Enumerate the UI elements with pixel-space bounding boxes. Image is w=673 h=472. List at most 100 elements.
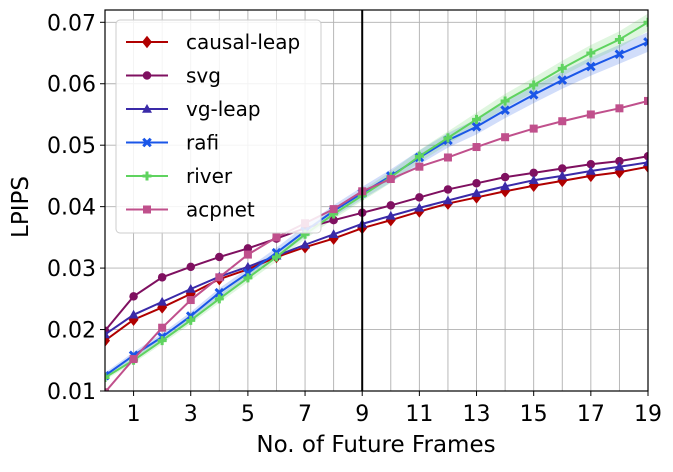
svg-point [443,185,453,194]
vg-leap-legend-marker [142,104,152,113]
svg-point [615,156,624,166]
x-tick-label: 3 [184,402,198,427]
y-tick-label: 0.03 [47,257,96,282]
causal-leap-line [105,165,648,342]
x-tick-label: 19 [634,402,662,427]
rafi-point [557,75,568,85]
svg-point [558,164,567,173]
river-point [271,252,281,262]
river-point [186,315,196,325]
acpnet-point [158,323,167,332]
svg-point [186,262,195,272]
series-layer [105,17,648,391]
svg-point [529,168,538,178]
vg-leap-point [300,239,311,249]
legend: causal-leap svg vg-leap rafi river acpnet [115,19,322,234]
svg-point [129,292,138,301]
svg-legend-marker [142,71,152,80]
x-axis-label: No. of Future Frames [256,432,495,458]
causal-leap-legend-marker [142,35,152,49]
svg-point [157,273,167,282]
river-point [529,80,539,90]
acpnet-point [243,250,252,259]
acpnet-point [443,153,452,162]
svg-point [643,152,648,161]
vg-leap-point [643,157,648,167]
y-tick-label: 0.05 [47,134,96,159]
x-tick-label: 1 [127,402,141,427]
x-tick-label: 11 [405,402,433,427]
vg-leap-legend-label: vg-leap [186,97,261,121]
river-point [614,34,624,44]
tick-layer: 1 3 5 7 9 11 13 15 17 190.010.020.030.040.050.060… [47,11,662,427]
river-legend-marker [142,171,152,181]
acpnet-point [129,355,138,364]
x-tick-label: 7 [298,402,312,427]
vg-leap-point [585,166,596,175]
svg-point [500,172,510,182]
river-point [557,63,567,73]
acpnet-point [272,233,281,242]
acpnet-point [415,162,424,171]
rafi-confidence-band [105,32,648,379]
rafi-point [214,287,225,298]
river-legend-label: river [186,164,233,188]
svg-point [472,179,481,188]
river-point [243,273,253,283]
river-point [214,294,224,304]
x-tick-label: 9 [355,402,369,427]
rafi-point [528,89,539,100]
legend-box [115,19,322,234]
vg-leap-point [157,296,168,306]
vg-leap-point [471,188,482,197]
acpnet-point [586,110,595,119]
rafi-point [471,121,482,132]
vg-leap-point [528,175,539,184]
x-tick-label: 17 [577,402,605,427]
rafi-legend-marker [142,137,152,148]
acpnet-point [529,124,538,133]
acpnet-point [105,388,109,391]
vg-leap-point [328,229,339,239]
river-line [105,21,648,379]
acpnet-legend-marker [143,205,151,214]
river-point [586,48,596,58]
river-point [443,133,453,143]
river-point [105,372,110,382]
y-tick-label: 0.04 [47,196,96,221]
vg-leap-point [442,195,453,205]
x-tick-label: 5 [241,402,255,427]
river-point [157,336,167,346]
acpnet-point [615,104,624,113]
rafi-point [643,37,648,47]
rafi-legend-label: rafi [186,131,219,155]
vg-leap-point [105,329,110,339]
vg-leap-point [557,170,568,180]
vg-leap-point [614,161,625,171]
y-axis-label: LPIPS [8,176,34,238]
river-point [472,114,482,124]
acpnet-point [644,96,648,105]
rafi-point [614,49,625,60]
river-point [500,96,510,106]
acpnet-point [558,117,567,126]
vg-leap-point [385,210,396,220]
y-tick-label: 0.01 [47,380,96,405]
acpnet-point [386,174,395,183]
rafi-point [586,61,596,72]
x-tick-label: 15 [520,402,548,427]
acpnet-point [186,296,195,305]
plot-frame [104,9,649,392]
svg-point [243,244,253,253]
river-point [414,151,424,161]
river-point [643,17,648,27]
svg-point [415,193,424,202]
acpnet-legend-label: acpnet [186,198,255,222]
acpnet-point [215,273,224,282]
vg-leap-line [105,161,648,336]
svg-legend-label: svg [186,64,221,88]
acpnet-point [501,133,510,142]
svg-point [386,201,396,210]
svg-point [586,159,596,169]
